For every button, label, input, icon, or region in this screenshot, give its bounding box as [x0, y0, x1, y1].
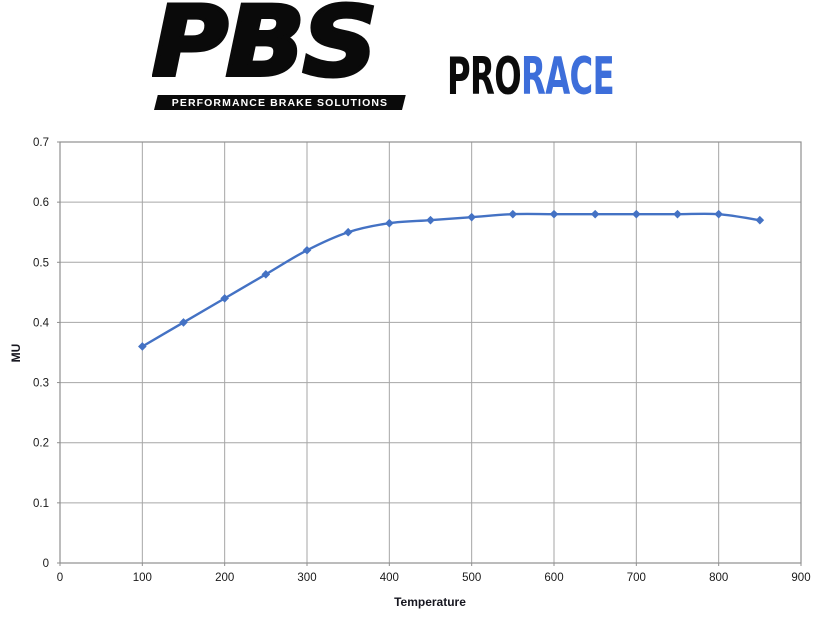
data-point-marker — [755, 215, 765, 225]
y-tick-label: 0.5 — [33, 257, 49, 269]
y-tick-label: 0.3 — [33, 378, 49, 390]
x-tick-label: 200 — [215, 572, 234, 584]
y-axis-title: MU — [9, 343, 23, 363]
data-point-marker — [590, 209, 600, 219]
x-tick-label: 700 — [627, 572, 646, 584]
x-tick-label: 0 — [57, 572, 63, 584]
x-tick-label: 300 — [297, 572, 316, 584]
data-point-marker — [632, 209, 641, 219]
data-point-marker — [302, 245, 312, 255]
plot-border — [59, 141, 802, 564]
y-tick-label: 0.6 — [33, 197, 49, 209]
x-tick-label: 600 — [544, 572, 563, 584]
data-point-marker — [549, 209, 559, 219]
data-point-marker — [138, 342, 147, 351]
data-point-marker — [343, 227, 353, 237]
pbs-logo-text: PBS — [150, 0, 380, 98]
data-point-marker — [714, 209, 723, 219]
x-tick-label: 900 — [791, 572, 810, 584]
data-point-marker — [426, 215, 435, 225]
data-point-marker — [179, 318, 188, 327]
data-point-marker — [673, 209, 682, 219]
data-point-marker — [385, 218, 394, 228]
y-tick-label: 0.1 — [33, 498, 49, 510]
data-point-marker — [220, 294, 229, 303]
pbs-logo: PBS PERFORMANCE BRAKE SOLUTIONS — [150, 0, 420, 110]
y-tick-label: 0.4 — [33, 317, 50, 329]
product-name-race: RACE — [521, 47, 615, 107]
x-axis-title: Temperature — [394, 595, 466, 609]
product-name: PRORACE — [447, 51, 615, 103]
series-line — [141, 212, 762, 348]
data-point-marker — [508, 209, 518, 219]
data-point-marker — [467, 212, 476, 222]
x-tick-label: 800 — [709, 572, 728, 584]
x-tick-label: 500 — [462, 572, 481, 584]
x-tick-label: 400 — [380, 572, 399, 584]
data-point-marker — [261, 270, 271, 279]
y-tick-label: 0.7 — [33, 137, 49, 149]
x-tick-label: 100 — [133, 572, 152, 584]
product-name-pro: PRO — [447, 47, 522, 107]
y-tick-label: 0.2 — [33, 438, 49, 450]
y-tick-label: 0 — [43, 558, 49, 570]
